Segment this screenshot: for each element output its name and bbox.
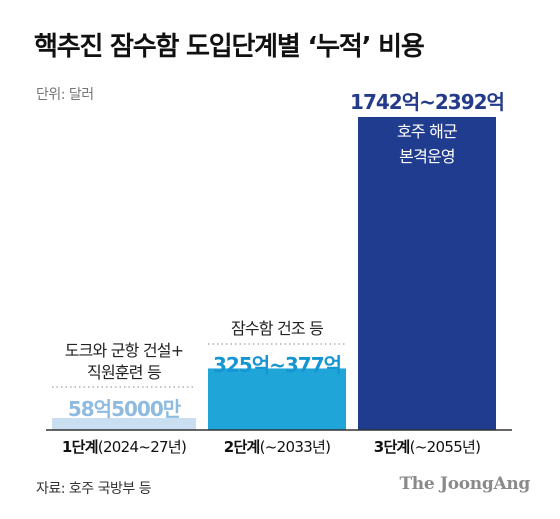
bar-stage-1 (52, 418, 196, 430)
x-tick-stage-2-period: (~2033년) (260, 438, 331, 456)
x-tick-stage-2-name: 2단계 (224, 438, 260, 456)
chart-title: 핵추진 잠수함 도입단계별 ‘누적’ 비용 (34, 32, 425, 62)
x-tick-label-stage-2: 2단계(~2033년) (224, 438, 331, 456)
annotation-stage-1-line-1: 도크와 군항 건설+ (65, 341, 184, 360)
bar-stage-2 (208, 368, 346, 430)
bar-stage-3 (358, 117, 496, 430)
annotation-stage-2: 잠수함 건조 등 (231, 319, 323, 338)
value-label-stage-2: 325억~377억 (213, 353, 341, 377)
x-tick-stage-1-period: (2024~27년) (98, 438, 186, 456)
x-tick-stage-3-name: 3단계 (374, 438, 410, 456)
annotation-stage-3-line-1: 호주 해군 (397, 122, 457, 141)
publisher-logo: The JoongAng (399, 474, 530, 494)
value-label-stage-1: 58억5000만 (68, 397, 182, 421)
unit-label: 단위: 달러 (36, 87, 94, 103)
source-note: 자료: 호주 국방부 등 (36, 481, 152, 497)
x-tick-stage-3-period: (~2055년) (410, 438, 481, 456)
annotation-stage-1-line-2: 직원훈련 등 (87, 363, 161, 382)
x-tick-label-stage-1: 1단계(2024~27년) (62, 438, 186, 456)
x-tick-label-stage-3: 3단계(~2055년) (374, 438, 481, 456)
value-label-stage-3: 1742억~2392억 (350, 90, 504, 114)
x-tick-stage-1-name: 1단계 (62, 438, 98, 456)
annotation-stage-3-line-2: 본격운영 (399, 147, 455, 166)
